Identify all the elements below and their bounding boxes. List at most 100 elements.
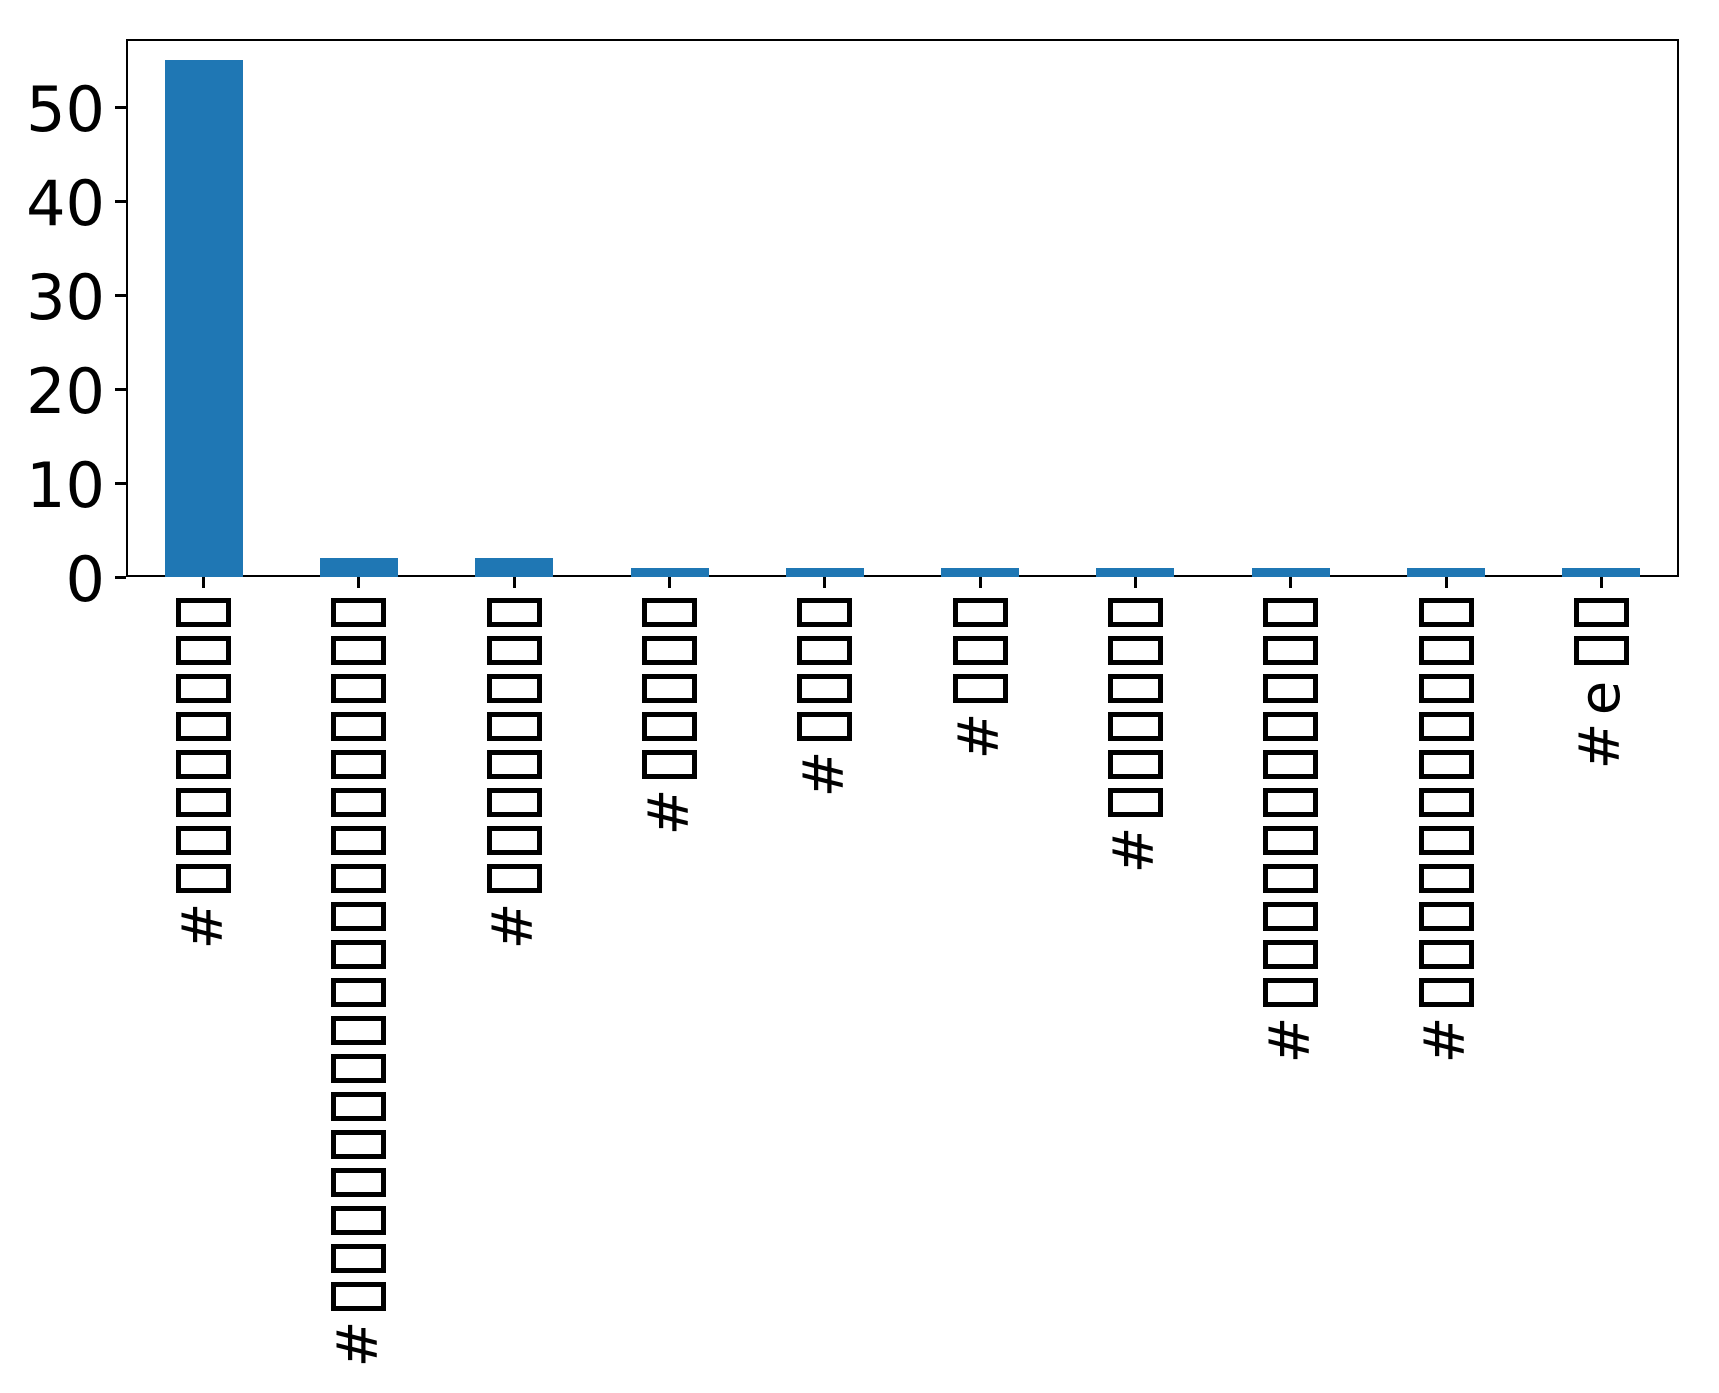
hash-char: #: [170, 902, 236, 950]
missing-glyph-box: [1107, 636, 1163, 665]
y-axis-tick: [115, 105, 126, 109]
hash-char: #: [636, 788, 702, 836]
missing-glyph-box: [331, 902, 387, 931]
missing-glyph-box: [797, 598, 853, 627]
missing-glyph-box: [1263, 902, 1319, 931]
missing-glyph-box: [331, 1206, 387, 1235]
missing-glyph-box: [1418, 978, 1474, 1007]
missing-glyph-box: [331, 864, 387, 893]
missing-glyph-box: [1418, 788, 1474, 817]
missing-glyph-box: [797, 636, 853, 665]
missing-glyph-box: [642, 750, 698, 779]
missing-glyph-box: [1263, 826, 1319, 855]
missing-glyph-box: [331, 1282, 387, 1311]
hash-char: #: [791, 750, 857, 798]
missing-glyph-box: [1263, 712, 1319, 741]
missing-glyph-box: [331, 978, 387, 1007]
hash-char: #: [1568, 722, 1634, 770]
plot-area: [126, 39, 1679, 577]
missing-glyph-box: [331, 1054, 387, 1083]
missing-glyph-box: [331, 674, 387, 703]
missing-glyph-box: [331, 1016, 387, 1045]
missing-glyph-box: [642, 636, 698, 665]
y-axis-tick-label: 20: [26, 355, 105, 428]
bar: [1251, 567, 1330, 577]
x-axis-tick: [978, 577, 982, 588]
y-axis-tick-label: 10: [26, 449, 105, 522]
y-axis-tick: [115, 199, 126, 203]
missing-glyph-box: [331, 1244, 387, 1273]
missing-glyph-box: [331, 940, 387, 969]
missing-glyph-box: [1263, 750, 1319, 779]
bar: [1562, 567, 1641, 577]
missing-glyph-box: [1263, 636, 1319, 665]
y-axis-tick: [115, 575, 126, 579]
missing-glyph-box: [486, 826, 542, 855]
missing-glyph-box: [486, 674, 542, 703]
missing-glyph-box: [642, 712, 698, 741]
missing-glyph-box: [952, 636, 1008, 665]
missing-glyph-box: [331, 712, 387, 741]
missing-glyph-box: [176, 636, 232, 665]
missing-glyph-box: [797, 674, 853, 703]
missing-glyph-box: [1263, 864, 1319, 893]
missing-glyph-box: [1418, 598, 1474, 627]
missing-glyph-box: [176, 826, 232, 855]
missing-glyph-box: [176, 674, 232, 703]
missing-glyph-box: [176, 750, 232, 779]
missing-glyph-box: [1418, 902, 1474, 931]
missing-glyph-box: [1107, 674, 1163, 703]
bar: [785, 567, 864, 577]
missing-glyph-box: [1263, 978, 1319, 1007]
x-axis-tick: [357, 577, 361, 588]
missing-glyph-box: [331, 788, 387, 817]
y-axis-tick: [115, 293, 126, 297]
missing-glyph-box: [176, 598, 232, 627]
x-axis-tick-label: #: [1252, 598, 1330, 1064]
y-axis-tick-label: 50: [26, 73, 105, 146]
bar: [319, 558, 398, 577]
missing-glyph-box: [1263, 674, 1319, 703]
missing-glyph-box: [1107, 788, 1163, 817]
missing-glyph-box: [797, 712, 853, 741]
missing-glyph-box: [1418, 712, 1474, 741]
x-axis-tick-label: #: [1407, 598, 1485, 1064]
missing-glyph-box: [1107, 598, 1163, 627]
missing-glyph-box: [331, 1092, 387, 1121]
y-axis-tick-label: 40: [26, 167, 105, 240]
bar: [475, 558, 554, 577]
y-axis-tick: [115, 481, 126, 485]
x-axis-tick: [1444, 577, 1448, 588]
missing-glyph-box: [952, 674, 1008, 703]
bar: [630, 567, 709, 577]
x-axis-tick: [823, 577, 827, 588]
missing-glyph-box: [486, 864, 542, 893]
missing-glyph-box: [642, 674, 698, 703]
missing-glyph-box: [1418, 826, 1474, 855]
missing-glyph-box: [331, 1168, 387, 1197]
missing-glyph-box: [331, 598, 387, 627]
missing-glyph-box: [486, 712, 542, 741]
missing-glyph-box: [642, 598, 698, 627]
missing-glyph-box: [331, 636, 387, 665]
x-axis-tick: [1289, 577, 1293, 588]
y-axis-tick-label: 0: [65, 543, 105, 616]
bar: [1096, 567, 1175, 577]
missing-glyph-box: [1418, 864, 1474, 893]
x-axis-tick-label: #: [320, 598, 398, 1368]
missing-glyph-box: [1263, 788, 1319, 817]
missing-glyph-box: [331, 1130, 387, 1159]
bar: [164, 60, 243, 577]
hash-char: #: [325, 1320, 391, 1368]
missing-glyph-box: [486, 750, 542, 779]
missing-glyph-box: [176, 788, 232, 817]
missing-glyph-box: [1418, 636, 1474, 665]
missing-glyph-box: [1418, 674, 1474, 703]
x-axis-tick-label: #: [786, 598, 864, 798]
x-axis-tick: [1599, 577, 1603, 588]
x-axis-tick: [668, 577, 672, 588]
x-axis-tick-label: #: [1096, 598, 1174, 874]
missing-glyph-box: [331, 826, 387, 855]
missing-glyph-box: [1573, 636, 1629, 665]
